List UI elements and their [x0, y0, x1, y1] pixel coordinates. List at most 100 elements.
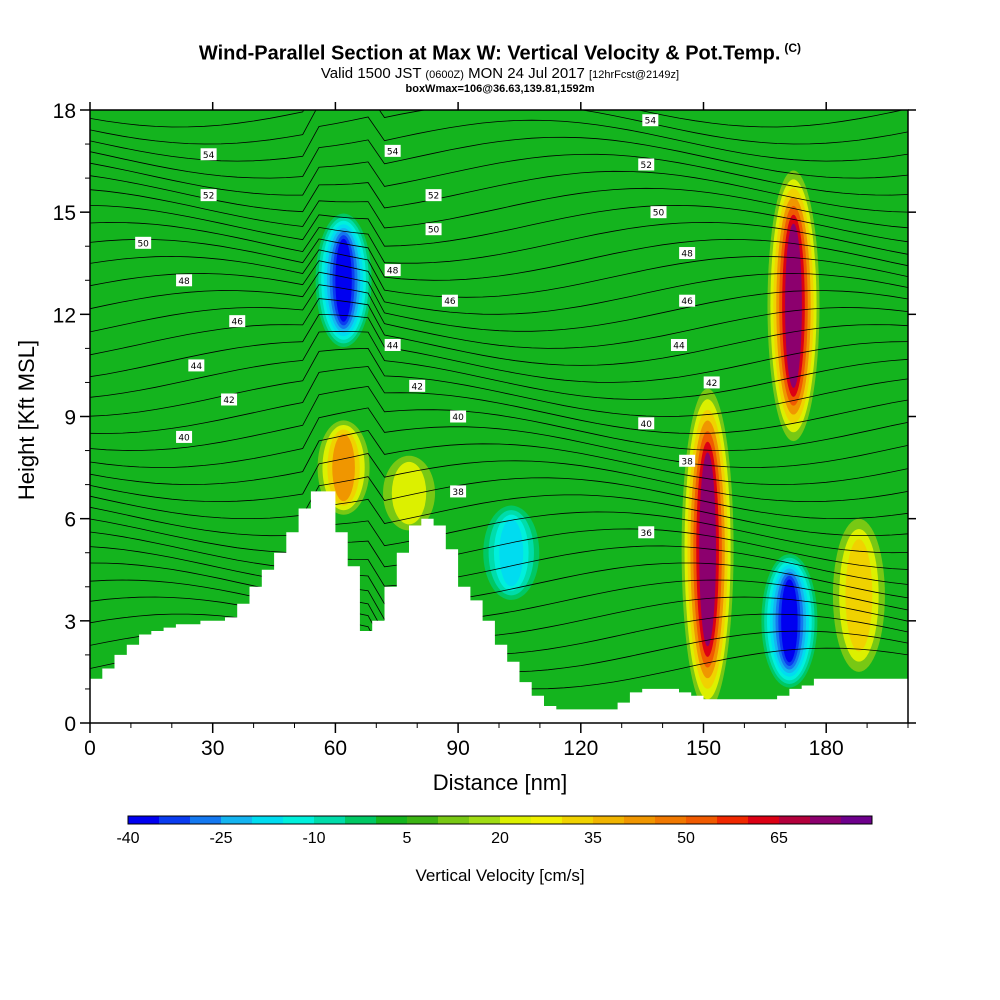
contour-label-6: 42 [221, 393, 238, 406]
contour-label-text: 46 [681, 297, 693, 307]
velocity-field [315, 170, 885, 711]
contour-label-box [384, 264, 401, 277]
contour-label-text: 44 [387, 341, 399, 351]
colorbar-tick-label: 50 [677, 830, 695, 847]
copyright-mark: (C) [784, 41, 802, 55]
contour-label-9: 52 [425, 189, 442, 202]
colorbar-tick-label: 20 [491, 830, 509, 847]
theta-contour-line [90, 407, 908, 468]
contour-label-24: 40 [638, 417, 655, 430]
contour-label-8: 54 [384, 144, 401, 157]
contour-label-box [425, 189, 442, 202]
contour-label-box [650, 206, 667, 219]
contour-label-box [670, 338, 687, 351]
chart-title-text: Wind-Parallel Section at Max W: Vertical… [198, 42, 781, 65]
colorbar-swatch [283, 816, 315, 824]
updraft-core-4-level-1 [391, 461, 427, 525]
colorbar-tick-label: 5 [403, 830, 412, 847]
contour-label-box [135, 236, 152, 249]
contour-label-1: 52 [200, 189, 217, 202]
contour-label-box [384, 338, 401, 351]
contour-label-text: 40 [178, 433, 190, 443]
contour-label-text: 50 [137, 239, 149, 249]
colorbar-swatch [252, 816, 284, 824]
contour-label-box [409, 379, 426, 392]
colorbar-tick-label: -10 [302, 830, 325, 847]
colorbar-tick-label: -25 [209, 830, 232, 847]
contour-label-text: 44 [673, 341, 685, 351]
contour-label-box [679, 454, 696, 467]
theta-contour-line [90, 249, 908, 298]
x-tick-label: 0 [84, 737, 96, 760]
utc-time: (0600Z) [425, 68, 464, 81]
contour-label-text: 42 [411, 382, 422, 392]
contour-label-text: 48 [681, 250, 693, 260]
theta-contour-line [90, 110, 908, 145]
y-tick-label: 6 [64, 509, 76, 532]
theta-contour-line [90, 187, 908, 229]
theta-contour-line [90, 366, 908, 434]
contour-label-box [441, 294, 458, 307]
contour-label-box [450, 410, 467, 423]
contour-label-box [679, 294, 696, 307]
y-axis-label: Height [Kft MSL] [14, 340, 39, 500]
contour-label-text: 38 [681, 457, 693, 467]
valid-date: MON 24 Jul 2017 [468, 64, 585, 82]
theta-contour-line [90, 110, 905, 128]
theta-contour-line [90, 136, 908, 179]
contour-label-text: 42 [223, 396, 234, 406]
colorbar-swatch [128, 816, 160, 824]
contour-label-11: 48 [384, 264, 401, 277]
theta-contour-line [90, 298, 908, 366]
contour-label-text: 48 [387, 267, 399, 277]
colorbar-swatch [686, 816, 718, 824]
theta-contour-line [90, 476, 908, 520]
contour-label-text: 54 [645, 117, 657, 127]
contour-label-19: 50 [650, 206, 667, 219]
x-tick-label: 120 [563, 737, 598, 760]
colorbar-swatch [593, 816, 625, 824]
y-tick-label: 12 [53, 304, 76, 327]
theta-contour-line [90, 453, 908, 503]
x-tick-label: 60 [324, 737, 347, 760]
contour-label-5: 44 [188, 359, 205, 372]
contour-label-box [384, 144, 401, 157]
contour-label-box [200, 189, 217, 202]
contour-label-box [679, 247, 696, 260]
forecast-info: [12hrFcst@2149z] [589, 68, 680, 81]
colorbar-swatch [407, 816, 439, 824]
colorbar-swatch [655, 816, 687, 824]
contour-label-text: 44 [191, 362, 203, 372]
theta-contour-line [90, 170, 908, 213]
colorbar-title: Vertical Velocity [cm/s] [415, 866, 584, 885]
contour-label-box [188, 359, 205, 372]
contour-label-box [221, 393, 238, 406]
plot-area: 54 52 50 48 46 44 42 40 54 52 50 48 46 44 42 40 38 54 52 50… [90, 110, 908, 723]
contour-label-26: 36 [638, 526, 655, 539]
theta-contour-line [90, 562, 908, 605]
contour-label-text: 52 [428, 192, 439, 202]
colorbar-tick-label: -40 [116, 830, 139, 847]
contour-label-18: 52 [638, 158, 655, 171]
contour-label-14: 42 [409, 379, 426, 392]
chart-subtitle: Valid 1500 JST (0600Z) MON 24 Jul 2017 [… [0, 64, 1000, 83]
colorbar-swatch [841, 816, 873, 824]
contour-label-text: 48 [178, 277, 190, 287]
colorbar-swatch [717, 816, 749, 824]
theta-contour-line [90, 579, 908, 622]
x-axis: 0 30 60 90 120 150 180 [84, 102, 909, 760]
updraft-core-1-level-6 [785, 223, 802, 388]
colorbar-swatch [438, 816, 470, 824]
contour-label-text: 40 [452, 413, 464, 423]
colorbar-tick-label: 65 [770, 830, 788, 847]
colorbar-swatch [469, 816, 501, 824]
contour-label-box [200, 148, 217, 161]
valid-time: Valid 1500 JST [320, 64, 422, 82]
colorbar-swatch [190, 816, 222, 824]
theta-contour-line [90, 429, 908, 486]
contour-labels: 54 52 50 48 46 44 42 40 54 52 50 48 46 44 42 40 38 54 52 50… [135, 114, 720, 539]
y-tick-label: 0 [64, 713, 76, 736]
contour-label-12: 46 [441, 294, 458, 307]
box-wmax-info: boxWmax=106@36.63,139.81,1592m [405, 82, 595, 95]
colorbar-swatch [779, 816, 811, 824]
